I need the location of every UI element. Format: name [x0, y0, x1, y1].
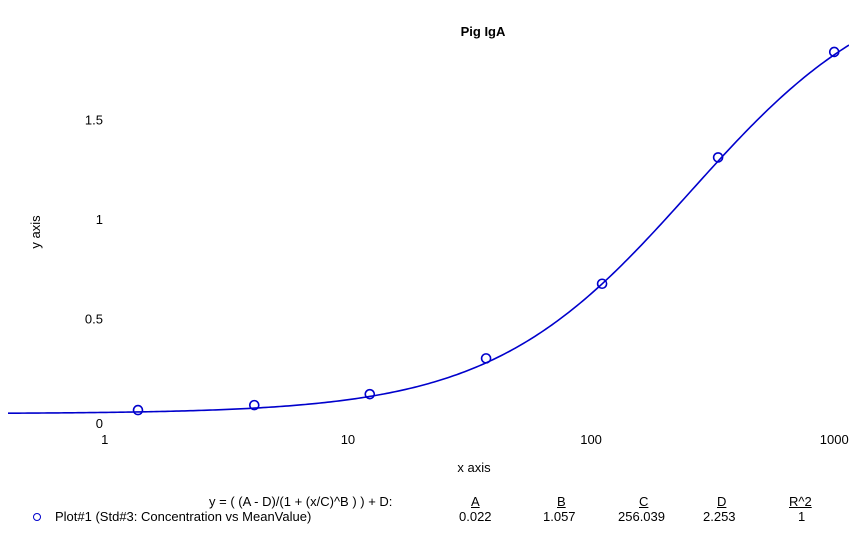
y-tick-label: 0.5 — [85, 312, 103, 327]
data-point — [248, 399, 260, 411]
x-tick-label: 10 — [341, 432, 355, 447]
fit-curve — [7, 44, 849, 414]
chart-title: Pig IgA — [461, 24, 506, 39]
x-tick-labels: 1 10 100 1000 — [101, 432, 849, 447]
x-tick-label: 1000 — [820, 432, 849, 447]
y-tick-label: 0 — [96, 416, 103, 431]
data-point — [480, 353, 492, 364]
data-points — [132, 46, 840, 416]
x-tick-label: 1 — [101, 432, 108, 447]
x-axis-label: x axis — [457, 460, 491, 475]
y-axis-label: y axis — [28, 215, 43, 249]
y-tick-labels: 0 0.5 1 1.5 — [85, 113, 103, 431]
data-point — [712, 152, 724, 163]
y-tick-label: 1 — [96, 212, 103, 227]
data-point — [364, 388, 376, 400]
data-point — [132, 404, 144, 416]
data-point — [596, 278, 608, 290]
y-tick-label: 1.5 — [85, 113, 103, 128]
data-point — [828, 46, 840, 58]
x-tick-label: 100 — [580, 432, 602, 447]
